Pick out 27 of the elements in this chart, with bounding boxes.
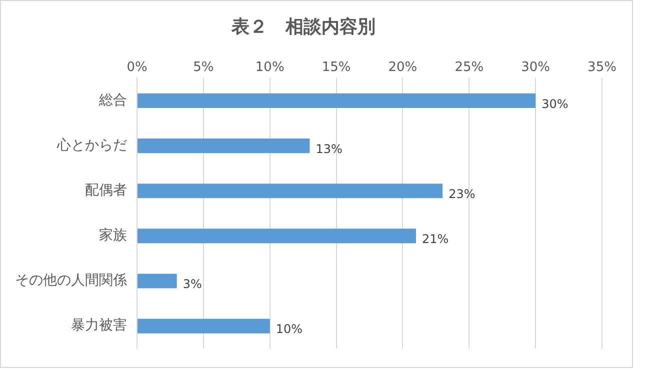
data-label: 3% (182, 277, 202, 292)
y-tick-label: 家族 (99, 228, 127, 244)
bar (138, 93, 536, 108)
x-tick-label: 25% (454, 60, 484, 75)
y-tick-label: 心とからだ (56, 137, 127, 154)
data-label: 13% (316, 142, 342, 156)
x-tick-label: 10% (255, 60, 284, 75)
y-tick-label: その他の人間関係 (15, 272, 127, 289)
y-tick-label: 暴力被害 (71, 318, 127, 334)
bar (138, 138, 310, 154)
x-tick-label: 0% (126, 60, 148, 75)
x-tick-label: 35% (588, 60, 616, 75)
bar (138, 274, 177, 288)
bar (138, 318, 270, 334)
x-tick-label: 15% (322, 60, 351, 75)
x-tick-label: 30% (521, 60, 550, 75)
x-tick-label: 20% (388, 60, 418, 75)
bar (138, 228, 416, 244)
data-label: 23% (448, 186, 476, 201)
data-label: 30% (542, 96, 568, 111)
data-label: 21% (422, 232, 449, 246)
bar (138, 184, 443, 198)
chart-title: 表２ 相談内容別 (230, 16, 376, 38)
y-tick-label: 総合 (98, 92, 127, 108)
data-label: 10% (276, 322, 303, 336)
y-tick-label: 配偶者 (85, 182, 127, 199)
x-tick-label: 5% (193, 60, 214, 75)
